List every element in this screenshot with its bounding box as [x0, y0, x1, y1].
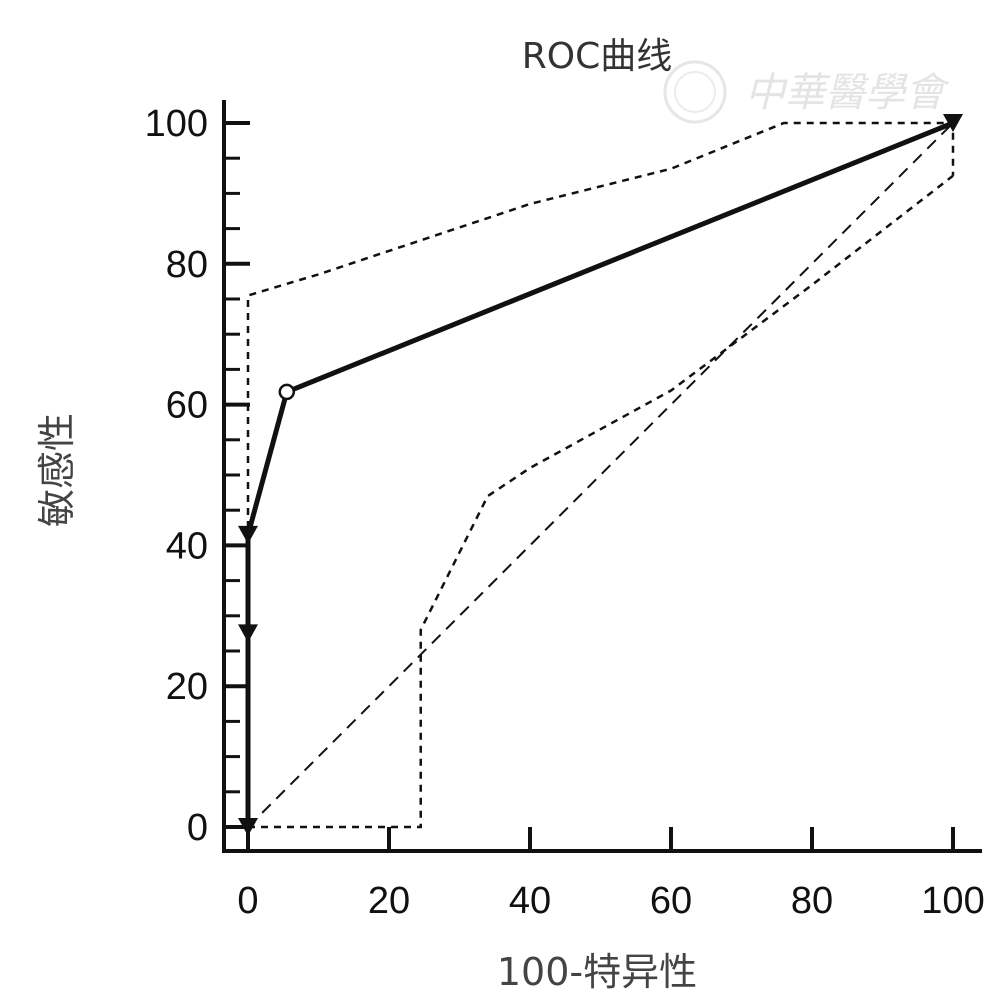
series-reference	[247, 122, 954, 828]
x-tick-label: 40	[509, 880, 551, 922]
y-axis-title: 敏感性	[35, 413, 79, 527]
y-tick-label: 60	[166, 385, 208, 427]
x-tick-label: 60	[650, 880, 692, 922]
x-axis-title: 100-特异性	[497, 950, 697, 994]
watermark: 中華醫學會	[663, 60, 950, 124]
watermark-text: 中華醫學會	[745, 70, 950, 116]
x-tick-label: 80	[791, 880, 833, 922]
x-tick-label: 0	[237, 880, 258, 922]
y-tick-label: 0	[187, 807, 208, 849]
y-tick-label: 100	[145, 103, 208, 145]
chart-title: ROC曲线	[522, 36, 673, 77]
highlight-point-marker	[278, 383, 296, 401]
series-lower-ci	[248, 174, 954, 829]
triangle-point-marker	[238, 624, 258, 643]
y-tick-label: 40	[166, 525, 208, 567]
y-tick-label: 20	[166, 666, 208, 708]
x-tick-label: 100	[921, 880, 984, 922]
y-tick-label: 80	[166, 244, 208, 286]
x-tick-label: 20	[368, 880, 410, 922]
series-upper-ci	[246, 121, 955, 827]
